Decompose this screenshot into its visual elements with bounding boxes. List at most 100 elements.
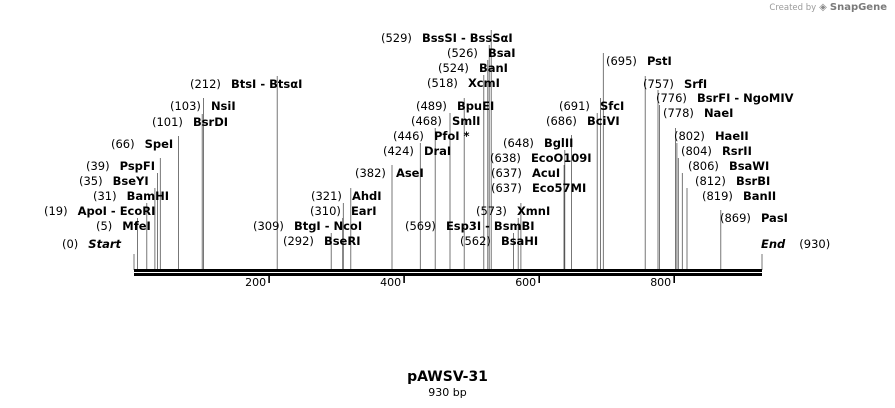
end-label-start: (0) Start [62, 237, 122, 251]
site-labels: (5) MfeI (19) ApoI - EcoRI(31) BamHI (35) BseY… [44, 31, 830, 251]
site-label-btgi-ncoi: (309) BtgI - NcoI [253, 219, 362, 233]
site-position: (526) [447, 46, 478, 60]
site-label-naei: (778) NaeI [663, 106, 733, 120]
site-name: BsaHI [501, 234, 538, 248]
tick-label-800: 800 [650, 276, 671, 289]
site-position: (518) [427, 76, 458, 90]
site-position: (562) [460, 234, 491, 248]
site-name: BsrFI - NgoMIV [697, 91, 794, 105]
site-label-eari: (310) EarI [310, 204, 377, 218]
site-position: (5) [96, 219, 112, 233]
site-name: SpeI [145, 137, 174, 151]
tick-label-600: 600 [515, 276, 536, 289]
site-label-acui: (637) AcuI [491, 166, 560, 180]
site-label-sfci: (691) SfcI [559, 99, 624, 113]
scale-ticks: 200 400 600 800 [245, 276, 676, 289]
site-name: AcuI [532, 166, 560, 180]
site-label-ahdi: (321) AhdI [311, 189, 382, 203]
site-name: DraI [424, 144, 451, 158]
site-name: BanI [479, 61, 508, 75]
site-label-esp3i-bsmbi: (569) Esp3I - BsmBI [405, 219, 535, 233]
site-name: ApoI - EcoRI [78, 204, 156, 218]
site-label-bpuei: (489) BpuEI [416, 99, 494, 113]
site-name: BsrDI [193, 115, 228, 129]
site-name: PfoI * [434, 129, 470, 143]
site-label-bseyi: (35) BseYI [79, 174, 149, 188]
site-position: (573) [476, 204, 507, 218]
site-position: (757) [643, 77, 674, 91]
site-position: (310) [310, 204, 341, 218]
site-position: (39) [86, 159, 110, 173]
site-name: NaeI [704, 106, 733, 120]
site-position: (446) [393, 129, 424, 143]
site-position: (292) [283, 234, 314, 248]
site-name: BsaWI [729, 159, 769, 173]
site-name: AseI [396, 166, 424, 180]
site-name: BseRI [324, 234, 361, 248]
site-position: (212) [190, 77, 221, 91]
site-position: (66) [111, 137, 135, 151]
site-leader-lines [133, 30, 763, 270]
site-label-pfoi: (446) PfoI * [393, 129, 470, 143]
site-position: (103) [170, 99, 201, 113]
site-name: BssSI - BssSαI [422, 31, 513, 45]
site-position: (569) [405, 219, 436, 233]
site-name: SmlI [452, 114, 481, 128]
site-position: (524) [438, 61, 469, 75]
site-position: (648) [503, 136, 534, 150]
site-label-bsrbi: (812) BsrBI [695, 174, 770, 188]
site-label-xmni: (573) XmnI [476, 204, 550, 218]
site-position: (19) [44, 204, 68, 218]
end-position: (930) [799, 237, 830, 251]
site-name: BtsI - BtsαI [231, 77, 302, 91]
site-name: HaeII [715, 129, 749, 143]
site-label-btsi-bts-i: (212) BtsI - BtsαI [190, 77, 302, 91]
site-position: (637) [491, 166, 522, 180]
end-name: Start [88, 237, 121, 251]
site-label-bsrdi: (101) BsrDI [152, 115, 228, 129]
site-name: BglII [544, 136, 574, 150]
site-name: PstI [647, 54, 672, 68]
snapgene-logo-icon: ◈ [819, 2, 827, 13]
site-name: SrfI [684, 77, 707, 91]
site-label-apoi-ecori: (19) ApoI - EcoRI [44, 204, 155, 218]
site-position: (806) [688, 159, 719, 173]
site-label-spei: (66) SpeI [111, 137, 173, 151]
site-label-bsrfi-ngomiv: (776) BsrFI - NgoMIV [656, 91, 794, 105]
site-label-drai: (424) DraI [383, 144, 451, 158]
site-position: (309) [253, 219, 284, 233]
site-name: NsiI [211, 99, 236, 113]
site-label-pasi: (869) PasI [720, 211, 788, 225]
site-position: (812) [695, 174, 726, 188]
watermark-prefix: Created by [769, 2, 817, 13]
site-name: XcmI [468, 76, 500, 90]
site-label-ecoo109i: (638) EcoO109I [490, 151, 592, 165]
site-name: MfeI [122, 219, 151, 233]
site-position: (695) [606, 54, 637, 68]
watermark-brand: SnapGene [829, 2, 887, 13]
tick-label-400: 400 [380, 276, 401, 289]
site-position: (869) [720, 211, 751, 225]
snapgene-watermark: Created by ◈ SnapGene [769, 2, 887, 13]
site-position: (35) [79, 174, 103, 188]
site-label-bcivi: (686) BciVI [546, 114, 620, 128]
site-name: PasI [761, 211, 788, 225]
site-position: (691) [559, 99, 590, 113]
sequence-backbone [134, 269, 762, 276]
site-position: (686) [546, 114, 577, 128]
site-name: BtgI - NcoI [294, 219, 362, 233]
sequence-length: 930 bp [428, 386, 467, 399]
site-position: (819) [702, 189, 733, 203]
backbone-top-strand [134, 269, 762, 272]
site-position: (321) [311, 189, 342, 203]
site-label-nsii: (103) NsiI [170, 99, 236, 113]
site-name: BpuEI [457, 99, 494, 113]
site-name: PspFI [120, 159, 155, 173]
site-name: BanII [743, 189, 776, 203]
site-name: SfcI [600, 99, 624, 113]
site-position: (529) [381, 31, 412, 45]
sequence-name: pAWSV-31 [407, 369, 488, 385]
site-name: Esp3I - BsmBI [446, 219, 535, 233]
site-name: BamHI [127, 189, 169, 203]
site-position: (489) [416, 99, 447, 113]
